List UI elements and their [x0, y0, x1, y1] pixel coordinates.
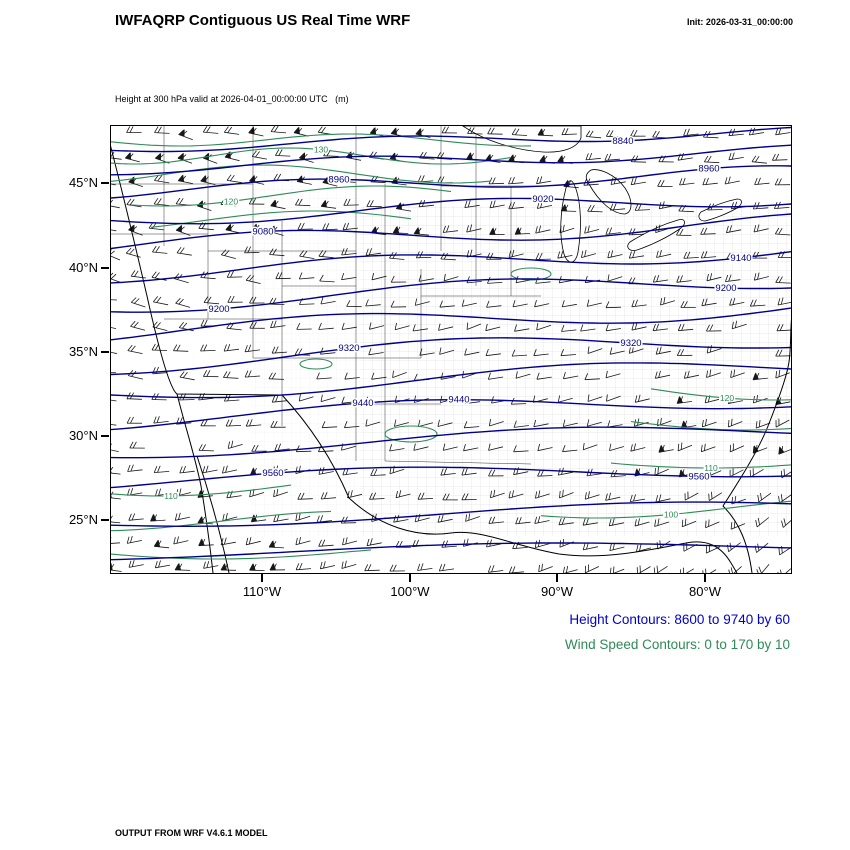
wind-contour-label: 110 [164, 491, 178, 501]
footer-block: OUTPUT FROM WRF V4.6.1 MODEL WE = 580 ; … [115, 806, 482, 850]
wind-contour-label: 110 [704, 463, 718, 473]
height-contour-label: 9020 [532, 194, 553, 205]
lat-tick-label: 35°N [68, 344, 98, 359]
height-contour-label: 8960 [328, 174, 349, 185]
height-contour-label: 9560 [688, 471, 709, 482]
county-texture-east [361, 206, 791, 536]
lon-tick-label: 110°W [242, 584, 282, 599]
wind-contour-label: 120 [720, 393, 734, 403]
height-contour-label: 9320 [620, 338, 641, 349]
init-timestamp: Init: 2026-03-31_00:00:00 [686, 17, 793, 27]
lat-tick-mark [101, 519, 109, 521]
height-contour-label: 9320 [338, 343, 359, 354]
lat-tick-label: 45°N [68, 175, 98, 190]
subtitle-line-height: Height at 300 hPa valid at 2026-04-01_00… [115, 94, 349, 104]
legend-wind-contours: Wind Speed Contours: 0 to 170 by 10 [564, 637, 790, 652]
lat-tick-mark [101, 182, 109, 184]
lon-tick-mark [704, 574, 706, 582]
lat-tick-mark [101, 267, 109, 269]
lon-tick-label: 80°W [689, 584, 721, 599]
wind-contour-label: 100 [664, 509, 678, 519]
wind-contour-label: 120 [224, 196, 238, 206]
lon-tick-label: 100°W [390, 584, 430, 599]
height-contour-label: 9080 [252, 227, 273, 238]
lon-tick-mark [556, 574, 558, 582]
lat-tick-mark [101, 351, 109, 353]
map-svg: 8840 8960 8960 9020 9080 9140 9200 9200 9320 9320… [111, 126, 791, 573]
lat-tick-label: 25°N [68, 512, 98, 527]
lat-tick-label: 30°N [68, 428, 98, 443]
footer-model-line: OUTPUT FROM WRF V4.6.1 MODEL [115, 828, 268, 838]
wind-contour-label: 130 [314, 145, 328, 155]
weather-map: 8840 8960 8960 9020 9080 9140 9200 9200 9320 9320… [110, 125, 792, 574]
height-contour-label: 9440 [352, 398, 373, 409]
height-contour-label: 8960 [698, 164, 719, 175]
lat-tick-label: 40°N [68, 260, 98, 275]
height-contours-layer [111, 126, 791, 561]
lon-tick-mark [409, 574, 411, 582]
legend-height-contours: Height Contours: 8600 to 9740 by 60 [569, 612, 790, 627]
height-contour-label: 9200 [715, 283, 736, 294]
wind-speed-contours-layer [111, 133, 791, 560]
lat-tick-mark [101, 435, 109, 437]
coastline-layer [111, 145, 791, 573]
height-contour-label: 9140 [730, 253, 751, 264]
height-contour-label: 9440 [448, 395, 469, 406]
lon-tick-label: 90°W [541, 584, 573, 599]
height-contour-label: 9200 [208, 304, 229, 315]
great-lakes-layer [462, 126, 742, 263]
contour-labels-layer: 8840 8960 8960 9020 9080 9140 9200 9200 9320 9320… [163, 134, 753, 521]
page-title: IWFAQRP Contiguous US Real Time WRF [115, 12, 411, 29]
lon-tick-mark [261, 574, 263, 582]
height-contour-label: 9560 [262, 468, 283, 479]
height-contour-label: 8840 [612, 136, 633, 147]
